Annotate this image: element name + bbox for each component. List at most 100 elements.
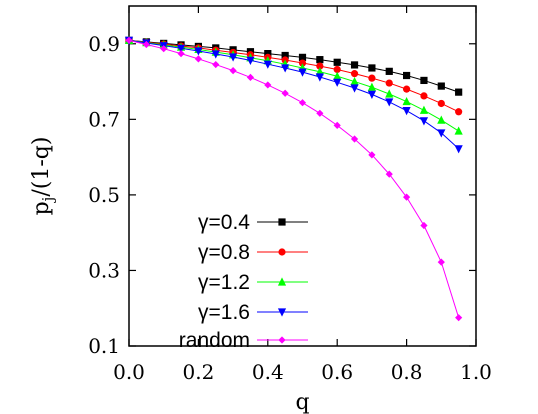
data-point <box>368 74 376 82</box>
data-point <box>437 258 445 266</box>
data-point <box>403 193 411 201</box>
x-tick-label: 1.0 <box>460 360 492 384</box>
legend-label: γ=0.4 <box>198 211 250 234</box>
data-point <box>229 53 238 62</box>
y-axis-label-rest: /(1-q) <box>29 137 54 197</box>
data-point <box>246 73 255 81</box>
data-point <box>246 56 255 65</box>
data-point <box>229 67 237 75</box>
x-tick-label: 0.4 <box>252 360 284 384</box>
data-point <box>315 73 324 82</box>
data-point <box>403 85 411 93</box>
data-point <box>298 99 307 107</box>
y-axis-label-main: p <box>29 201 54 215</box>
data-point <box>367 82 376 91</box>
legend: γ=0.4 γ=0.8 γ=1.2 γ=1.6 random <box>179 211 308 352</box>
data-point <box>437 115 446 124</box>
data-point <box>298 68 307 77</box>
data-point <box>194 47 203 56</box>
data-point <box>403 71 411 80</box>
data-point <box>212 60 220 69</box>
data-point <box>333 78 342 87</box>
data-point <box>454 126 463 135</box>
data-point <box>350 84 359 93</box>
data-point <box>402 107 411 116</box>
legend-marker <box>277 308 287 317</box>
data-point <box>333 58 341 66</box>
x-tick-label: 0.6 <box>321 360 353 384</box>
legend-label: random <box>179 329 250 352</box>
plot-border <box>128 5 477 347</box>
x-tick-label: 0.2 <box>182 360 214 384</box>
y-axis-label-subscript: j <box>39 197 57 204</box>
x-tick-label: 0.8 <box>391 360 423 384</box>
y-axis-label: pj/(1-q) <box>29 137 57 216</box>
data-point <box>455 88 463 96</box>
legend-label: γ=1.6 <box>198 301 250 324</box>
data-point <box>263 60 272 69</box>
legend-marker <box>278 248 286 256</box>
x-axis-label: q <box>295 390 309 414</box>
plot-frame <box>128 5 477 347</box>
data-point <box>160 45 168 53</box>
legend-marker <box>278 336 286 344</box>
legend-marker <box>278 218 286 226</box>
data-point <box>385 67 393 75</box>
data-point <box>177 50 185 58</box>
y-tick-label: 0.1 <box>88 334 120 358</box>
data-point <box>419 117 429 126</box>
data-point <box>281 89 289 97</box>
x-tick-label: 0.0 <box>113 360 145 384</box>
series-3 <box>124 35 463 135</box>
data-point <box>437 129 446 138</box>
data-point <box>455 314 463 322</box>
data-point <box>368 151 376 159</box>
data-point <box>455 108 463 116</box>
data-point <box>454 145 463 154</box>
data-point <box>264 50 272 58</box>
data-point <box>350 70 359 78</box>
data-point <box>316 62 324 70</box>
data-point <box>281 64 290 73</box>
y-tick-label: 0.3 <box>88 258 120 282</box>
legend-label: γ=0.8 <box>198 241 250 264</box>
data-point <box>385 98 394 107</box>
legend-marker <box>277 277 287 286</box>
data-point <box>385 89 394 98</box>
data-point <box>176 44 186 53</box>
data-point <box>368 64 376 72</box>
data-point <box>211 50 220 59</box>
data-point <box>350 76 359 86</box>
data-point <box>350 61 359 69</box>
data-point <box>298 53 307 61</box>
data-point <box>419 105 429 114</box>
series-5 <box>125 36 463 322</box>
y-tick-label: 0.9 <box>88 32 120 56</box>
y-tick-label: 0.7 <box>88 107 120 131</box>
data-point <box>333 121 341 129</box>
data-point <box>437 82 445 90</box>
series-line <box>128 39 460 318</box>
data-point <box>316 109 324 117</box>
y-tick-label: 0.5 <box>88 183 120 207</box>
data-point <box>420 76 428 85</box>
data-point <box>350 135 359 143</box>
data-point <box>385 170 393 178</box>
data-point <box>142 40 150 49</box>
data-point <box>402 96 411 106</box>
series-line <box>128 39 459 132</box>
data-point <box>315 67 324 76</box>
data-point <box>298 59 307 67</box>
data-point <box>420 92 428 100</box>
legend-label: γ=1.2 <box>198 271 250 294</box>
data-point <box>333 65 341 74</box>
data-point <box>437 99 445 108</box>
data-point <box>385 79 393 87</box>
data-point <box>420 221 428 230</box>
data-point <box>333 71 342 80</box>
series-4 <box>124 36 463 154</box>
axis-ticks: 0.0 0.2 0.4 0.6 0.8 1.0 0.1 0.3 0.5 0.7 0.9 <box>88 6 492 384</box>
data-point <box>264 81 272 89</box>
data-point <box>281 51 289 60</box>
